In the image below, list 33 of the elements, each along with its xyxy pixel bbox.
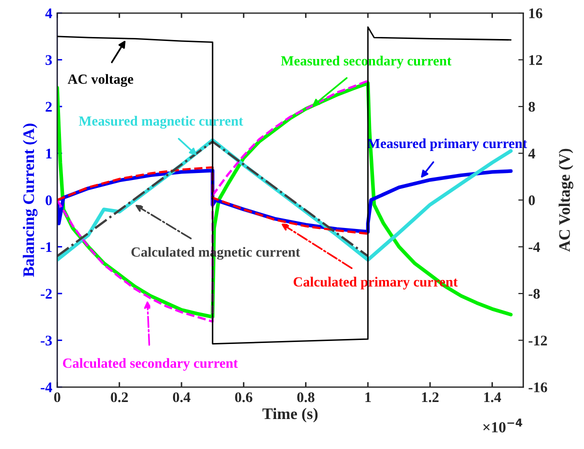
y-tick-label: 3 [46,55,52,65]
y2-tick-label: 16 [529,8,542,18]
x-tick-label: 1.2 [422,392,439,402]
y2-tick-label: -8 [528,288,540,299]
x-tick-label: 1 [365,392,371,402]
y-tick-label: 1 [46,148,52,158]
line-series [57,166,370,235]
x-axis-title: Time (s) [262,408,318,422]
annotation: Calculated secondary current [62,358,238,371]
y-axis-title: Balancing Current (A) [22,124,38,277]
text: ×10$^{−4}$ [483,418,522,432]
y2-tick-label: -12 [528,336,547,346]
y2-tick-label: 12 [529,55,542,65]
x-tick-label: 0.4 [172,392,190,402]
x-tick-label: 0.8 [297,392,314,402]
y2-axis-title: AC Voltage (V) [558,148,574,252]
y-tick-label: 0 [46,195,52,206]
y-tick-label: 4 [45,8,52,18]
y2-tick-label: -16 [528,382,548,392]
annotation: AC voltage [68,74,134,87]
x-tick-label: 0 [54,392,60,402]
y2-tick-label: 0 [528,195,535,206]
y-tick-label: -1 [40,242,52,252]
y2-tick-label: 4 [528,148,536,158]
x-tick-label: 1.4 [484,392,502,402]
y-tick-label: -4 [40,382,52,392]
x-tick-label: 0.2 [110,392,128,402]
y-tick-label: 2 [46,102,52,112]
x-tick-label: 0.6 [235,392,252,402]
y-tick-label: -2 [40,288,52,299]
y-tick-label: -3 [40,336,52,346]
y2-tick-label: -4 [528,242,540,252]
y2-tick-label: 8 [528,102,535,112]
